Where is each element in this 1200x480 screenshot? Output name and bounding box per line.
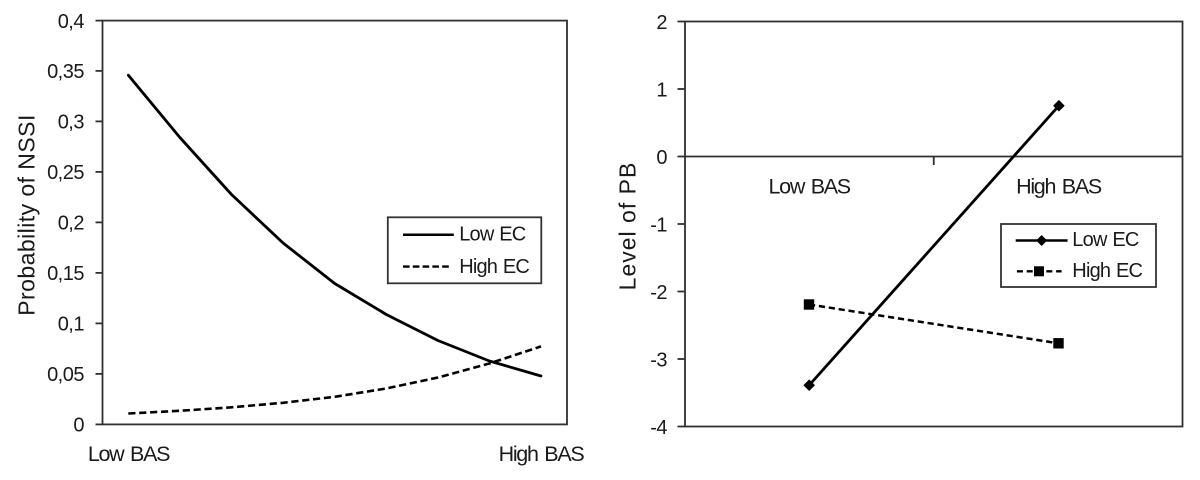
svg-text:0,3: 0,3 — [58, 112, 85, 134]
svg-text:0,4: 0,4 — [58, 11, 85, 33]
svg-text:Low EC: Low EC — [459, 223, 526, 245]
svg-text:0: 0 — [73, 415, 84, 437]
svg-text:0,2: 0,2 — [58, 213, 85, 235]
svg-text:Probability of NSSI: Probability of NSSI — [14, 114, 40, 316]
svg-text:Low BAS: Low BAS — [88, 442, 170, 466]
svg-text:Level of PB: Level of PB — [615, 162, 641, 291]
svg-text:High EC: High EC — [1072, 260, 1142, 282]
svg-text:0,1: 0,1 — [58, 314, 85, 336]
svg-text:0,15: 0,15 — [47, 263, 84, 285]
svg-text:High EC: High EC — [459, 256, 529, 278]
svg-text:High BAS: High BAS — [499, 442, 585, 466]
svg-text:1: 1 — [656, 79, 667, 101]
svg-text:2: 2 — [656, 12, 667, 34]
svg-text:0,25: 0,25 — [47, 162, 84, 184]
svg-text:0,35: 0,35 — [47, 61, 84, 83]
svg-text:Low BAS: Low BAS — [769, 175, 851, 199]
svg-text:0,05: 0,05 — [47, 364, 84, 386]
svg-text:Low EC: Low EC — [1072, 229, 1139, 251]
svg-text:-4: -4 — [650, 417, 667, 439]
svg-text:High BAS: High BAS — [1016, 175, 1102, 199]
svg-text:-1: -1 — [650, 214, 667, 236]
svg-text:-3: -3 — [650, 349, 667, 371]
svg-text:0: 0 — [656, 147, 667, 169]
svg-text:-2: -2 — [650, 282, 667, 304]
